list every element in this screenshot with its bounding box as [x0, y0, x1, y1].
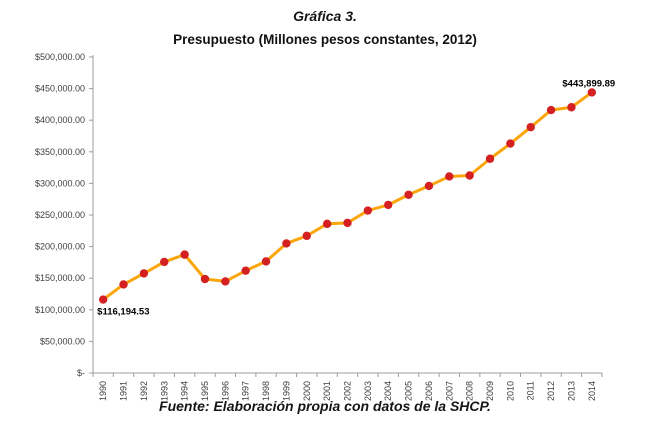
data-point-2000: [302, 231, 311, 241]
first-point-label: $116,194.53: [97, 307, 149, 318]
x-tick-label: 2003: [363, 381, 373, 401]
y-tick-label: $150,000.00: [35, 273, 85, 283]
y-tick-label: $250,000.00: [35, 210, 85, 220]
data-point-2011: [526, 122, 535, 132]
y-tick-label: $100,000.00: [35, 305, 85, 315]
x-tick-label: 2005: [404, 381, 414, 401]
y-tick-label: $300,000.00: [35, 178, 85, 188]
x-tick-label: 2006: [424, 381, 434, 401]
data-point-2002: [343, 218, 352, 228]
data-point-1992: [139, 269, 149, 278]
source-note: Fuente: Elaboración propia con datos de …: [159, 398, 491, 414]
x-tick-label: 1991: [119, 381, 129, 401]
x-tick-label: 2004: [383, 381, 393, 401]
x-tick-label: 1998: [261, 381, 271, 401]
chart-title: Presupuesto (Millones pesos constantes, …: [173, 32, 477, 47]
data-point-2004: [384, 200, 393, 210]
data-point-2012: [546, 105, 556, 115]
x-tick-label: 1994: [180, 381, 190, 401]
budget-series-line: [101, 90, 594, 302]
x-tick-label: 1993: [159, 381, 169, 401]
data-point-1996: [221, 277, 230, 286]
data-point-1991: [119, 280, 128, 289]
data-point-2013: [567, 103, 576, 112]
x-tick-label: 2002: [343, 381, 353, 401]
x-tick-label: 2009: [485, 381, 495, 401]
chart-heading: Gráfica 3.: [293, 8, 357, 24]
x-tick-label: 2010: [505, 381, 515, 401]
data-point-1990: [98, 295, 108, 304]
data-point-1997: [241, 266, 250, 275]
y-tick-label: $200,000.00: [35, 242, 85, 252]
y-tick-label: $500,000.00: [35, 52, 85, 62]
x-tick-label: 2012: [546, 381, 556, 401]
data-point-1994: [180, 250, 189, 259]
x-tick-label: 1990: [98, 381, 108, 401]
x-tick-label: 2007: [444, 381, 454, 401]
data-point-1995: [200, 274, 210, 284]
x-tick-label: 1997: [241, 381, 251, 401]
data-point-2005: [404, 190, 413, 199]
y-tick-label: $350,000.00: [35, 147, 85, 157]
data-point-2001: [322, 219, 332, 229]
data-point-2006: [424, 181, 434, 191]
data-point-2014: [587, 88, 597, 97]
x-tick-label: 1992: [139, 381, 149, 401]
y-tick-label: $50,000.00: [40, 336, 85, 346]
x-tick-label: 2000: [302, 381, 312, 401]
data-point-2008: [465, 171, 474, 180]
x-tick-label: 1996: [220, 381, 230, 401]
x-tick-label: 1995: [200, 381, 210, 401]
data-point-1993: [160, 257, 169, 267]
x-tick-label: 2013: [566, 381, 576, 401]
data-point-1998: [261, 257, 271, 266]
data-point-2003: [363, 206, 373, 215]
x-tick-label: 2001: [322, 381, 332, 401]
data-point-1999: [282, 239, 291, 248]
x-tick-label: 1999: [281, 381, 291, 401]
x-tick-label: 2008: [465, 381, 475, 401]
x-tick-label: 2011: [526, 381, 536, 400]
data-point-2010: [506, 139, 515, 148]
y-tick-label: $-: [77, 368, 85, 378]
data-point-2007: [445, 172, 454, 181]
y-tick-label: $400,000.00: [35, 115, 85, 125]
y-tick-label: $450,000.00: [35, 84, 85, 94]
x-tick-label: 2014: [587, 381, 597, 401]
data-point-2009: [485, 154, 495, 163]
last-point-label: $443,899.89: [562, 78, 615, 89]
